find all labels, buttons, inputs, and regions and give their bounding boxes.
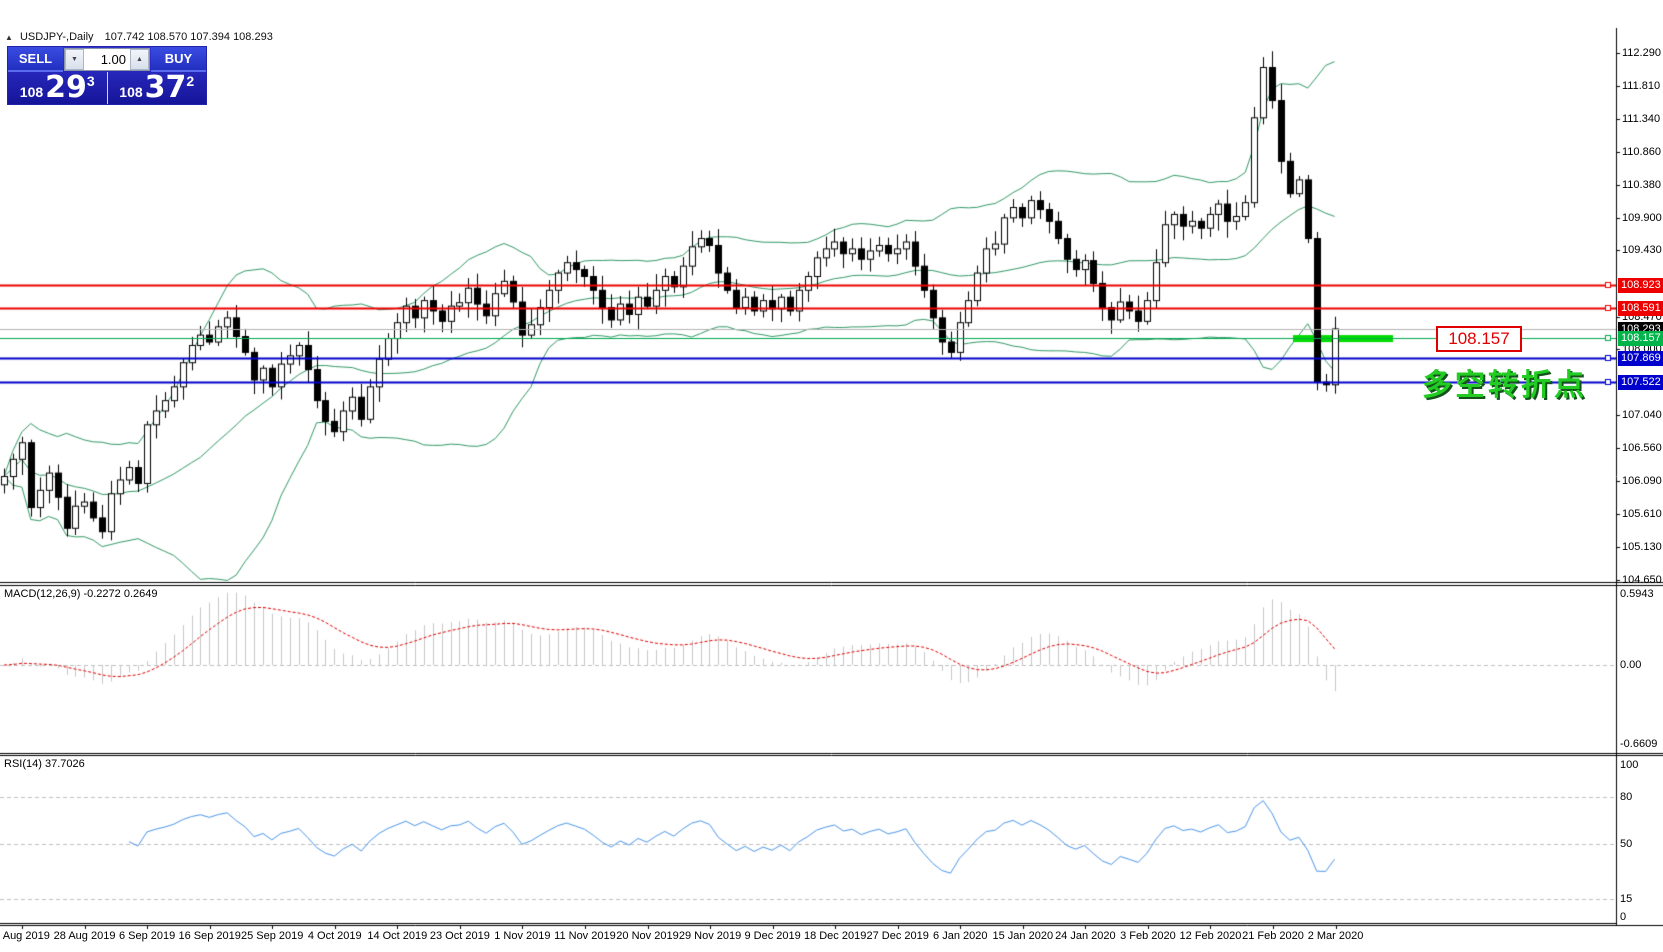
date-axis-label: 23 Oct 2019 bbox=[429, 930, 490, 942]
price-axis-tick: 106.090 bbox=[1622, 474, 1662, 487]
collapse-arrow-icon[interactable]: ▲ bbox=[5, 33, 13, 42]
rsi-axis-tick: 100 bbox=[1620, 759, 1639, 771]
rsi-axis-tick: 0 bbox=[1620, 911, 1627, 923]
price-line-tag: 107.522 bbox=[1618, 374, 1663, 390]
rsi-axis-tick: 15 bbox=[1620, 893, 1633, 906]
volume-increase-button[interactable]: ▲ bbox=[130, 49, 149, 70]
date-axis-label: 15 Jan 2020 bbox=[992, 930, 1054, 942]
price-axis-tick: 106.560 bbox=[1622, 442, 1662, 455]
date-axis-label: 1 Nov 2019 bbox=[494, 930, 551, 942]
date-axis-label: 6 Sep 2019 bbox=[118, 930, 176, 942]
price-axis-tick: 109.430 bbox=[1622, 244, 1662, 257]
macd-axis-tick: -0.6609 bbox=[1620, 737, 1658, 750]
date-axis-label: 29 Nov 2019 bbox=[678, 930, 742, 942]
date-axis-label: 12 Feb 2020 bbox=[1179, 930, 1242, 942]
date-axis-label: 21 Feb 2020 bbox=[1242, 930, 1304, 942]
price-axis-tick: 111.340 bbox=[1622, 112, 1661, 125]
sell-price-point: 3 bbox=[86, 73, 95, 89]
buy-price-pips: 37 bbox=[144, 70, 187, 105]
rsi-axis-tick: 50 bbox=[1620, 838, 1633, 850]
date-axis-label: 2 Mar 2020 bbox=[1307, 930, 1364, 942]
date-axis-label: 24 Jan 2020 bbox=[1055, 930, 1116, 942]
price-axis-tick: 111.810 bbox=[1622, 80, 1661, 93]
price-line-tag: 108.923 bbox=[1618, 278, 1663, 294]
date-axis-label: 18 Dec 2019 bbox=[803, 930, 867, 942]
volume-decrease-button[interactable]: ▼ bbox=[65, 49, 84, 70]
price-axis-tick: 105.130 bbox=[1622, 540, 1662, 553]
chart-title: ▲ USDJPY-,Daily 107.742 108.570 107.394 … bbox=[5, 31, 273, 43]
date-axis-label: 9 Aug 2019 bbox=[0, 930, 50, 942]
sell-price-pips: 29 bbox=[45, 70, 87, 105]
price-axis-tick: 110.860 bbox=[1622, 145, 1661, 158]
date-axis-label: 27 Dec 2019 bbox=[866, 930, 929, 942]
macd-label: MACD(12,26,9) -0.2272 0.2649 bbox=[4, 588, 158, 600]
spinner-up-icon: ▲ bbox=[136, 56, 143, 63]
price-axis-tick: 110.380 bbox=[1622, 178, 1661, 191]
ohlc-values: 107.742 108.570 107.394 108.293 bbox=[104, 31, 273, 43]
macd-axis-tick: 0.5943 bbox=[1620, 587, 1654, 600]
date-axis-label: 25 Sep 2019 bbox=[240, 930, 304, 942]
buy-price[interactable]: 108 37 2 bbox=[108, 72, 207, 104]
date-axis-label: 4 Oct 2019 bbox=[307, 930, 362, 942]
date-axis-label: 6 Jan 2020 bbox=[933, 930, 988, 942]
price-axis-tick: 112.290 bbox=[1622, 47, 1661, 59]
support-price-label: 108.157 bbox=[1436, 326, 1522, 352]
rsi-axis-tick: 80 bbox=[1620, 790, 1633, 803]
sell-button[interactable]: SELL bbox=[8, 47, 63, 72]
price-axis-tick: 109.900 bbox=[1622, 211, 1662, 224]
sell-price[interactable]: 108 29 3 bbox=[8, 72, 108, 104]
macd-axis-tick: 0.00 bbox=[1620, 659, 1642, 671]
symbol-period-label: USDJPY-,Daily bbox=[19, 31, 94, 43]
price-axis-tick: 104.650 bbox=[1622, 574, 1662, 586]
price-line-tag: 107.869 bbox=[1618, 350, 1663, 366]
date-axis-label: 9 Dec 2019 bbox=[744, 930, 801, 942]
date-axis-label: 14 Oct 2019 bbox=[367, 930, 428, 942]
volume-input[interactable] bbox=[84, 49, 130, 70]
price-axis-tick: 107.040 bbox=[1622, 409, 1662, 422]
price-line-tag: 108.591 bbox=[1618, 301, 1663, 317]
buy-price-point: 2 bbox=[186, 73, 195, 89]
date-axis-label: 16 Sep 2019 bbox=[178, 930, 241, 942]
spinner-down-icon: ▼ bbox=[71, 56, 78, 63]
buy-price-figure: 108 bbox=[119, 84, 143, 100]
buy-button[interactable]: BUY bbox=[151, 47, 206, 72]
volume-box: ▼ ▲ bbox=[64, 48, 150, 71]
date-axis-label: 20 Nov 2019 bbox=[616, 930, 679, 942]
date-axis-label: 28 Aug 2019 bbox=[53, 930, 116, 942]
date-axis-label: 3 Feb 2020 bbox=[1120, 930, 1176, 942]
one-click-trading-panel: SELL ▼ ▲ BUY 108 29 3 108 37 2 bbox=[7, 46, 207, 105]
price-axis-tick: 105.610 bbox=[1622, 507, 1662, 520]
rsi-label: RSI(14) 37.7026 bbox=[4, 758, 85, 770]
price-line-tag: 108.157 bbox=[1618, 331, 1663, 347]
date-axis-label: 11 Nov 2019 bbox=[554, 930, 616, 942]
turning-point-annotation: 多空转折点 bbox=[1422, 369, 1587, 402]
sell-price-figure: 108 bbox=[19, 84, 44, 100]
